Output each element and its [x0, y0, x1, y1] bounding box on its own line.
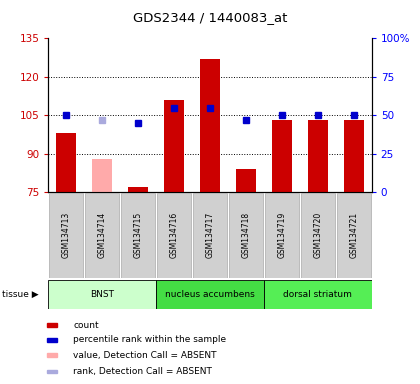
Text: tissue ▶: tissue ▶: [2, 290, 39, 299]
Bar: [229, 193, 263, 278]
Bar: [272, 120, 292, 192]
Bar: [50, 193, 83, 278]
Bar: [264, 280, 372, 309]
Bar: [47, 353, 58, 357]
Text: GSM134721: GSM134721: [349, 212, 358, 258]
Text: GSM134714: GSM134714: [98, 212, 107, 258]
Bar: [236, 169, 256, 192]
Text: value, Detection Call = ABSENT: value, Detection Call = ABSENT: [73, 351, 217, 360]
Bar: [121, 193, 155, 278]
Bar: [156, 280, 264, 309]
Text: GSM134718: GSM134718: [241, 212, 250, 258]
Text: dorsal striatum: dorsal striatum: [284, 290, 352, 299]
Bar: [47, 323, 58, 327]
Bar: [48, 280, 156, 309]
Text: GDS2344 / 1440083_at: GDS2344 / 1440083_at: [133, 12, 287, 25]
Text: GSM134716: GSM134716: [170, 212, 178, 258]
Text: rank, Detection Call = ABSENT: rank, Detection Call = ABSENT: [73, 367, 212, 376]
Text: GSM134713: GSM134713: [62, 212, 71, 258]
Bar: [200, 59, 220, 192]
Bar: [193, 193, 227, 278]
Bar: [308, 120, 328, 192]
Bar: [47, 338, 58, 342]
Text: GSM134719: GSM134719: [277, 212, 286, 258]
Bar: [301, 193, 335, 278]
Bar: [157, 193, 191, 278]
Text: GSM134720: GSM134720: [313, 212, 322, 258]
Text: count: count: [73, 321, 99, 329]
Bar: [85, 193, 119, 278]
Bar: [47, 369, 58, 373]
Text: percentile rank within the sample: percentile rank within the sample: [73, 335, 226, 344]
Bar: [56, 133, 76, 192]
Bar: [344, 120, 364, 192]
Text: GSM134715: GSM134715: [134, 212, 143, 258]
Bar: [92, 159, 112, 192]
Bar: [128, 187, 148, 192]
Bar: [164, 100, 184, 192]
Text: GSM134717: GSM134717: [205, 212, 215, 258]
Text: nucleus accumbens: nucleus accumbens: [165, 290, 255, 299]
Bar: [337, 193, 370, 278]
Text: BNST: BNST: [90, 290, 114, 299]
Bar: [265, 193, 299, 278]
